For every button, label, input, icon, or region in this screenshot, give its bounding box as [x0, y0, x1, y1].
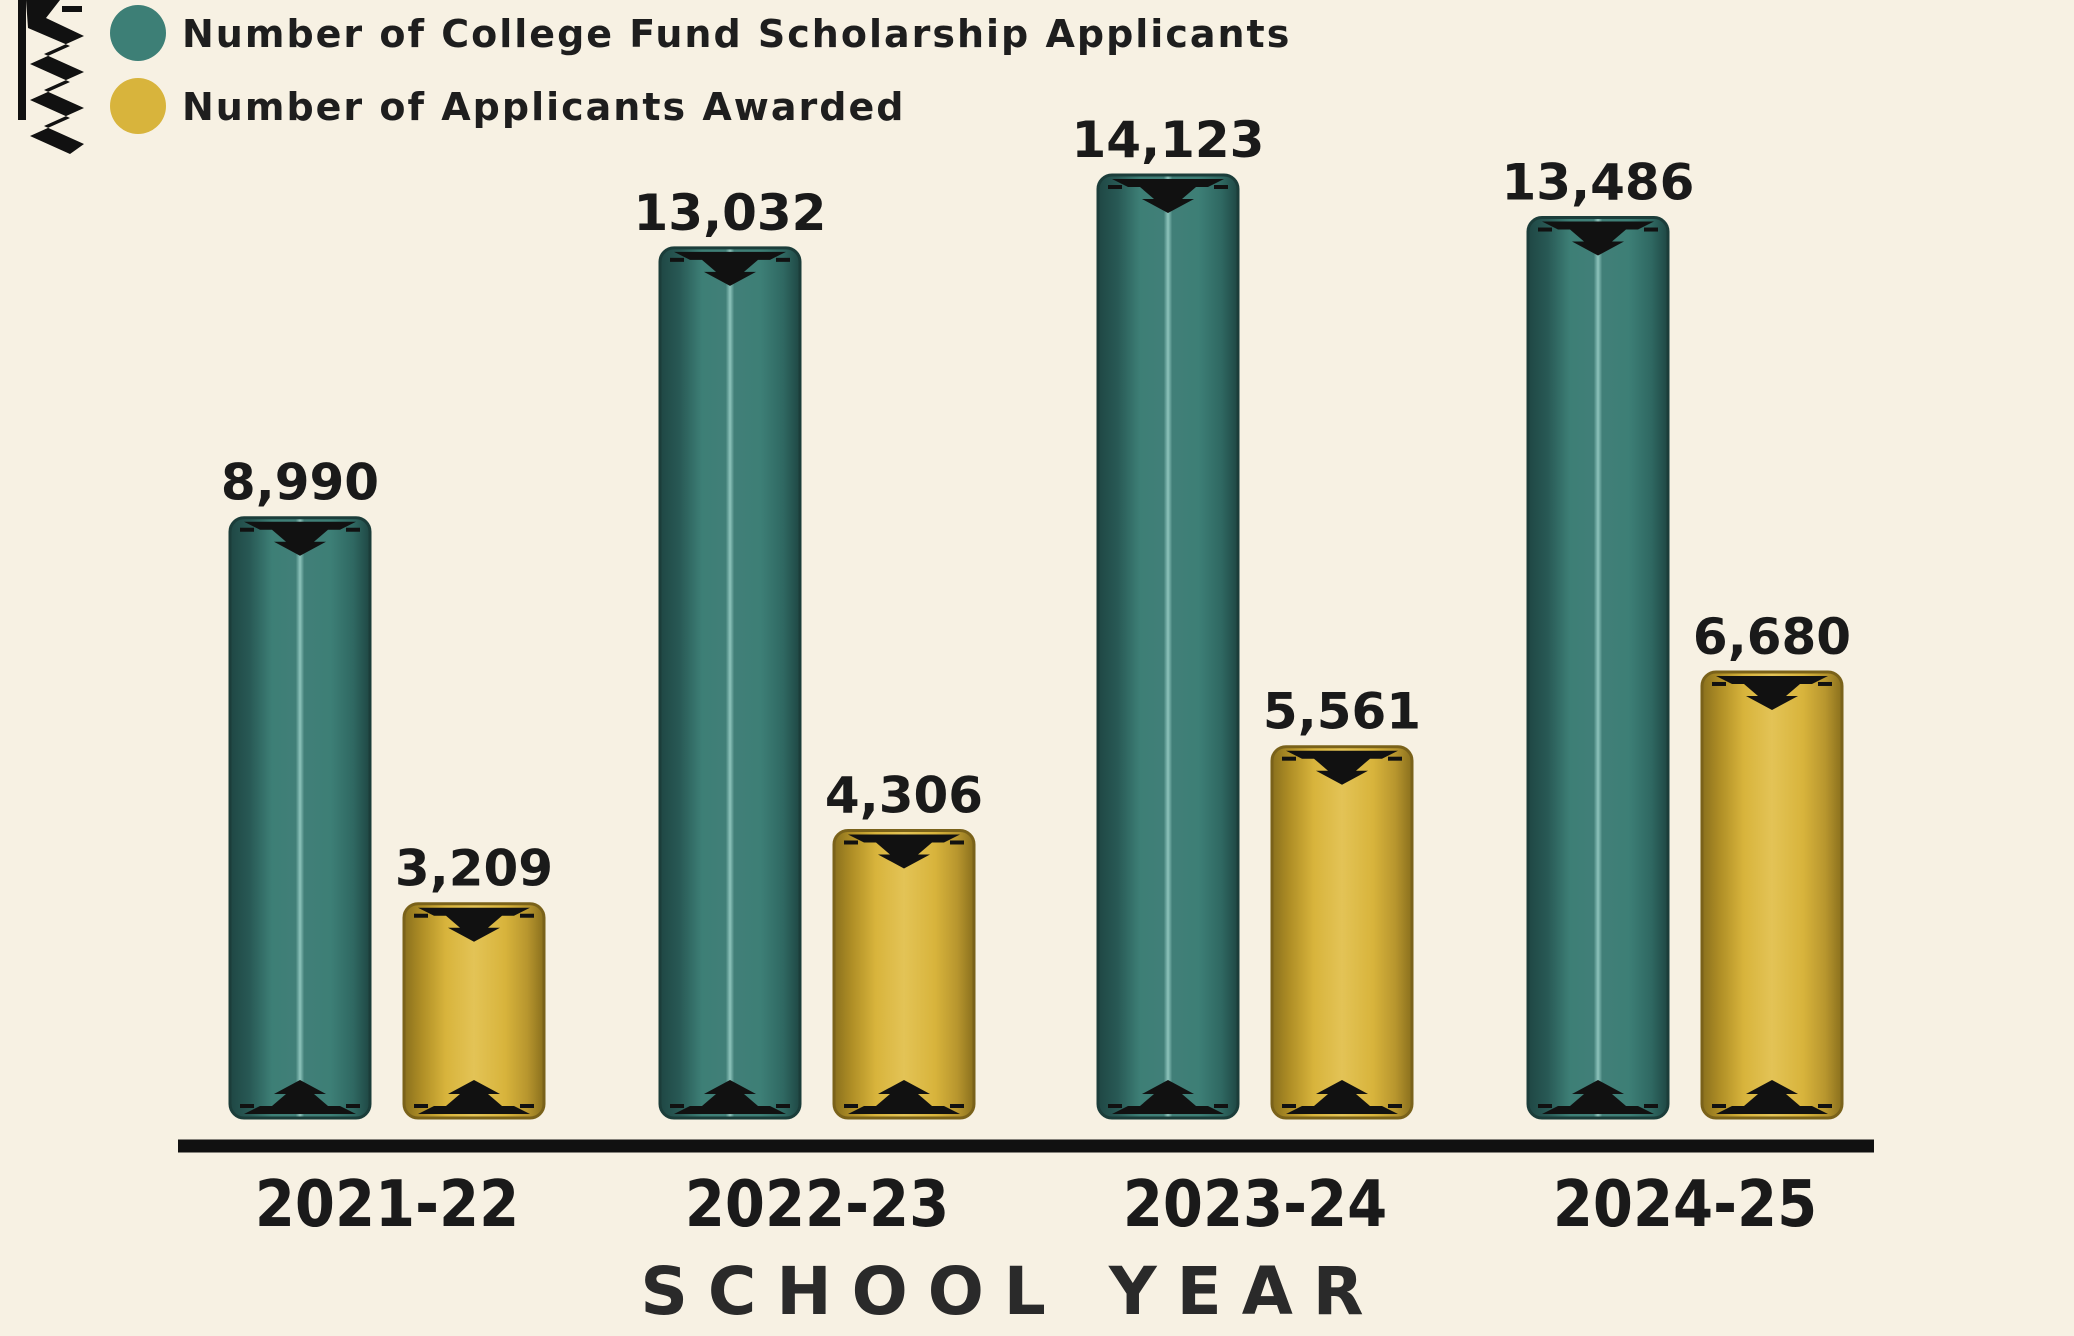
x-tick-2022-23: 2022-23 — [685, 1168, 949, 1242]
legend-swatch-2 — [110, 78, 166, 134]
value-label-awarded-2023-24: 5,561 — [1263, 683, 1421, 741]
x-tick-2024-25: 2024-25 — [1553, 1168, 1817, 1242]
legend-label-2: Number of Applicants Awarded — [182, 85, 905, 129]
bar-number-of-college-fund-s-2024-25 — [1526, 216, 1670, 1120]
bar-number-of-applicants-awa-2023-24 — [1270, 745, 1414, 1120]
value-label-applicants-2022-23: 13,032 — [634, 184, 827, 242]
x-tick-2021-22: 2021-22 — [255, 1168, 519, 1242]
value-label-awarded-2024-25: 6,680 — [1693, 608, 1851, 666]
value-label-applicants-2023-24: 14,123 — [1072, 111, 1265, 169]
x-tick-labels: 2021-22 2022-23 2023-24 2024-25 — [255, 1168, 1817, 1242]
x-axis-title: SCHOOL YEAR — [640, 1253, 1383, 1330]
bar-number-of-applicants-awa-2024-25 — [1700, 670, 1844, 1120]
value-label-awarded-2022-23: 4,306 — [825, 766, 983, 824]
legend-swatch-1 — [110, 5, 166, 61]
value-label-applicants-2021-22: 8,990 — [221, 454, 379, 512]
value-label-awarded-2021-22: 3,209 — [395, 840, 553, 898]
bar-number-of-college-fund-s-2022-23 — [658, 246, 802, 1120]
bar-number-of-college-fund-s-2023-24 — [1096, 173, 1240, 1120]
bar-number-of-applicants-awa-2021-22 — [402, 902, 546, 1120]
bar-number-of-applicants-awa-2022-23 — [832, 828, 976, 1120]
legend-label-1: Number of College Fund Scholarship Appli… — [182, 12, 1291, 56]
value-labels: 8,990 3,209 13,032 4,306 14,123 5,561 13,486 6,… — [221, 111, 1851, 898]
legend: Number of College Fund Scholarship Appli… — [110, 5, 1291, 134]
x-tick-2023-24: 2023-24 — [1123, 1168, 1387, 1242]
bar-number-of-college-fund-s-2021-22 — [228, 516, 372, 1120]
value-label-applicants-2024-25: 13,486 — [1502, 154, 1695, 212]
zigzag-ornament — [18, 0, 84, 154]
bars — [228, 173, 1844, 1120]
